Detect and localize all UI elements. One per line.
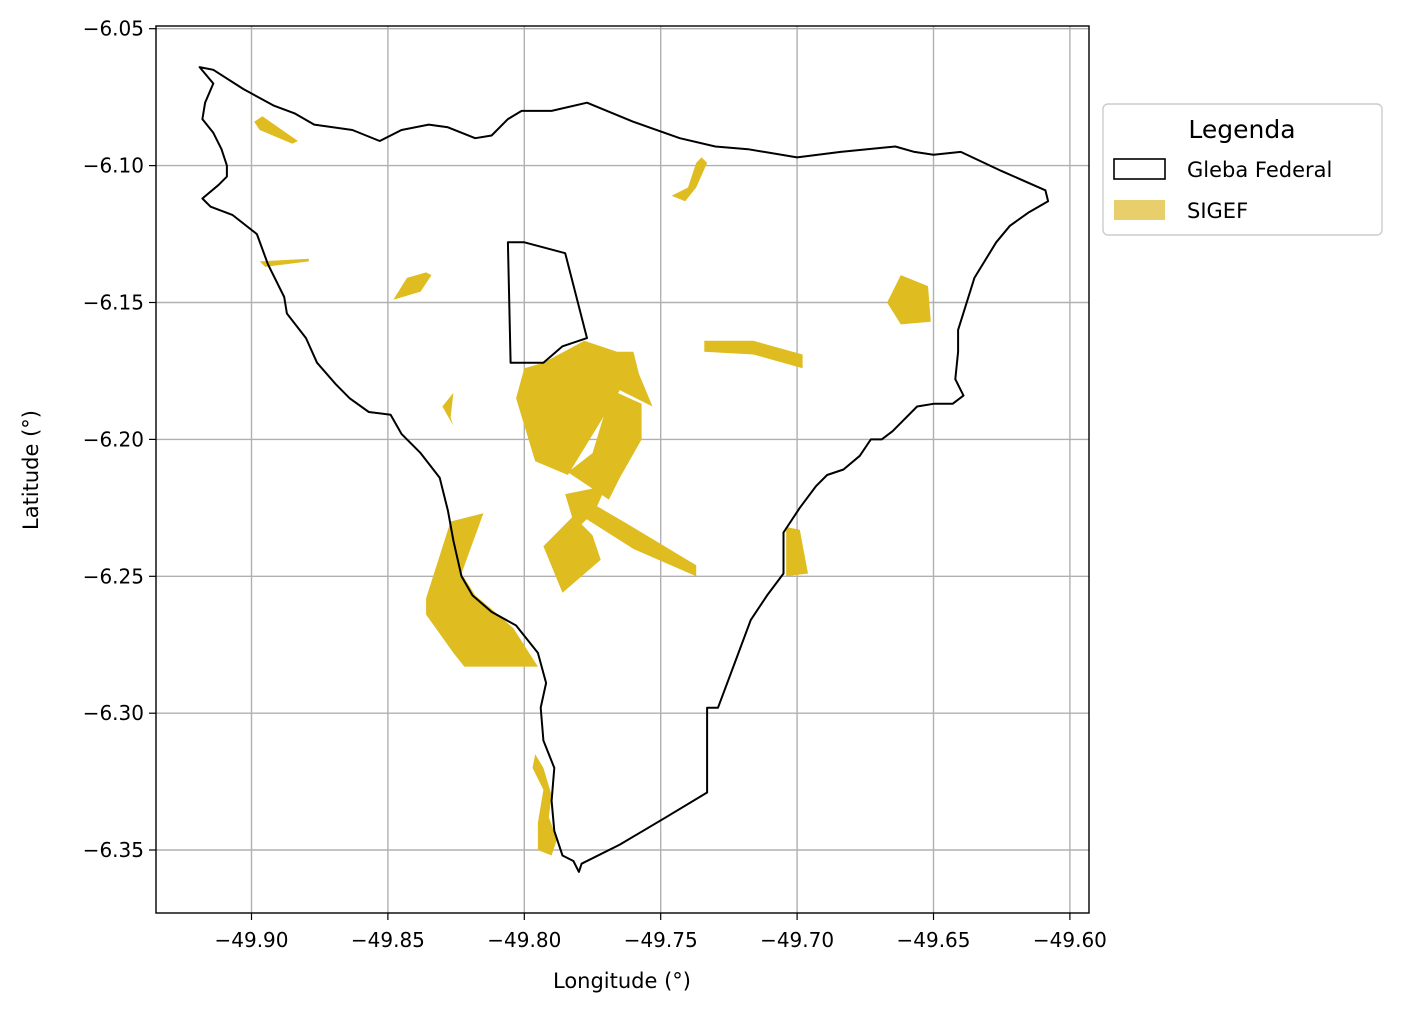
sigef-parcel — [254, 116, 298, 144]
map-layers — [198, 66, 1050, 873]
legend: Legenda Gleba Federal SIGEF — [1102, 103, 1383, 236]
sigef-parcel — [887, 275, 931, 325]
x-axis-label: Longitude (°) — [553, 969, 691, 993]
sigef-layer — [254, 116, 931, 856]
gleba-federal-boundary — [198, 66, 1050, 873]
sigef-parcel — [516, 340, 653, 475]
y-tick-label: −6.35 — [83, 838, 144, 862]
sigef-parcel — [704, 340, 803, 369]
x-tick-label: −49.90 — [214, 928, 288, 952]
sigef-parcel — [393, 272, 432, 300]
y-axis-label: Latitude (°) — [19, 410, 43, 530]
x-tick-label: −49.75 — [624, 928, 698, 952]
y-tick-label: −6.15 — [83, 291, 144, 315]
plot-frame — [155, 25, 1090, 914]
x-tick-label: −49.60 — [1033, 928, 1107, 952]
legend-title: Legenda — [1188, 115, 1295, 144]
sigef-parcel — [671, 157, 708, 202]
x-tick-label: −49.65 — [896, 928, 970, 952]
gleba-federal-layer — [198, 66, 1050, 873]
sigef-parcel — [442, 392, 454, 426]
legend-swatch-gleba-federal — [1113, 158, 1166, 180]
sigef-parcel — [532, 754, 557, 856]
sigef-parcel — [565, 485, 607, 525]
x-axis-ticks: −49.90 −49.85 −49.80 −49.75 −49.70 −49.65 −49.… — [214, 913, 1107, 952]
sigef-parcel — [426, 513, 538, 667]
legend-swatch-sigef — [1114, 200, 1165, 220]
sigef-parcel — [567, 390, 642, 500]
gleba-federal-boundary — [506, 241, 588, 364]
legend-label-sigef: SIGEF — [1187, 199, 1248, 223]
x-tick-label: −49.70 — [760, 928, 834, 952]
sigef-parcel — [581, 505, 697, 577]
y-tick-label: −6.30 — [83, 701, 144, 725]
legend-box — [1102, 103, 1383, 236]
sigef-parcel — [786, 527, 808, 577]
y-tick-label: −6.10 — [83, 154, 144, 178]
y-tick-label: −6.20 — [83, 427, 144, 451]
sigef-parcel — [543, 516, 601, 593]
y-axis-ticks: −6.05 −6.10 −6.15 −6.20 −6.25 −6.30 −6.35 — [83, 17, 156, 862]
x-tick-label: −49.80 — [487, 928, 561, 952]
legend-label-gleba-federal: Gleba Federal — [1187, 158, 1332, 182]
sigef-parcel — [259, 258, 309, 267]
y-tick-label: −6.05 — [83, 17, 144, 41]
x-tick-label: −49.85 — [351, 928, 425, 952]
y-tick-label: −6.25 — [83, 564, 144, 588]
